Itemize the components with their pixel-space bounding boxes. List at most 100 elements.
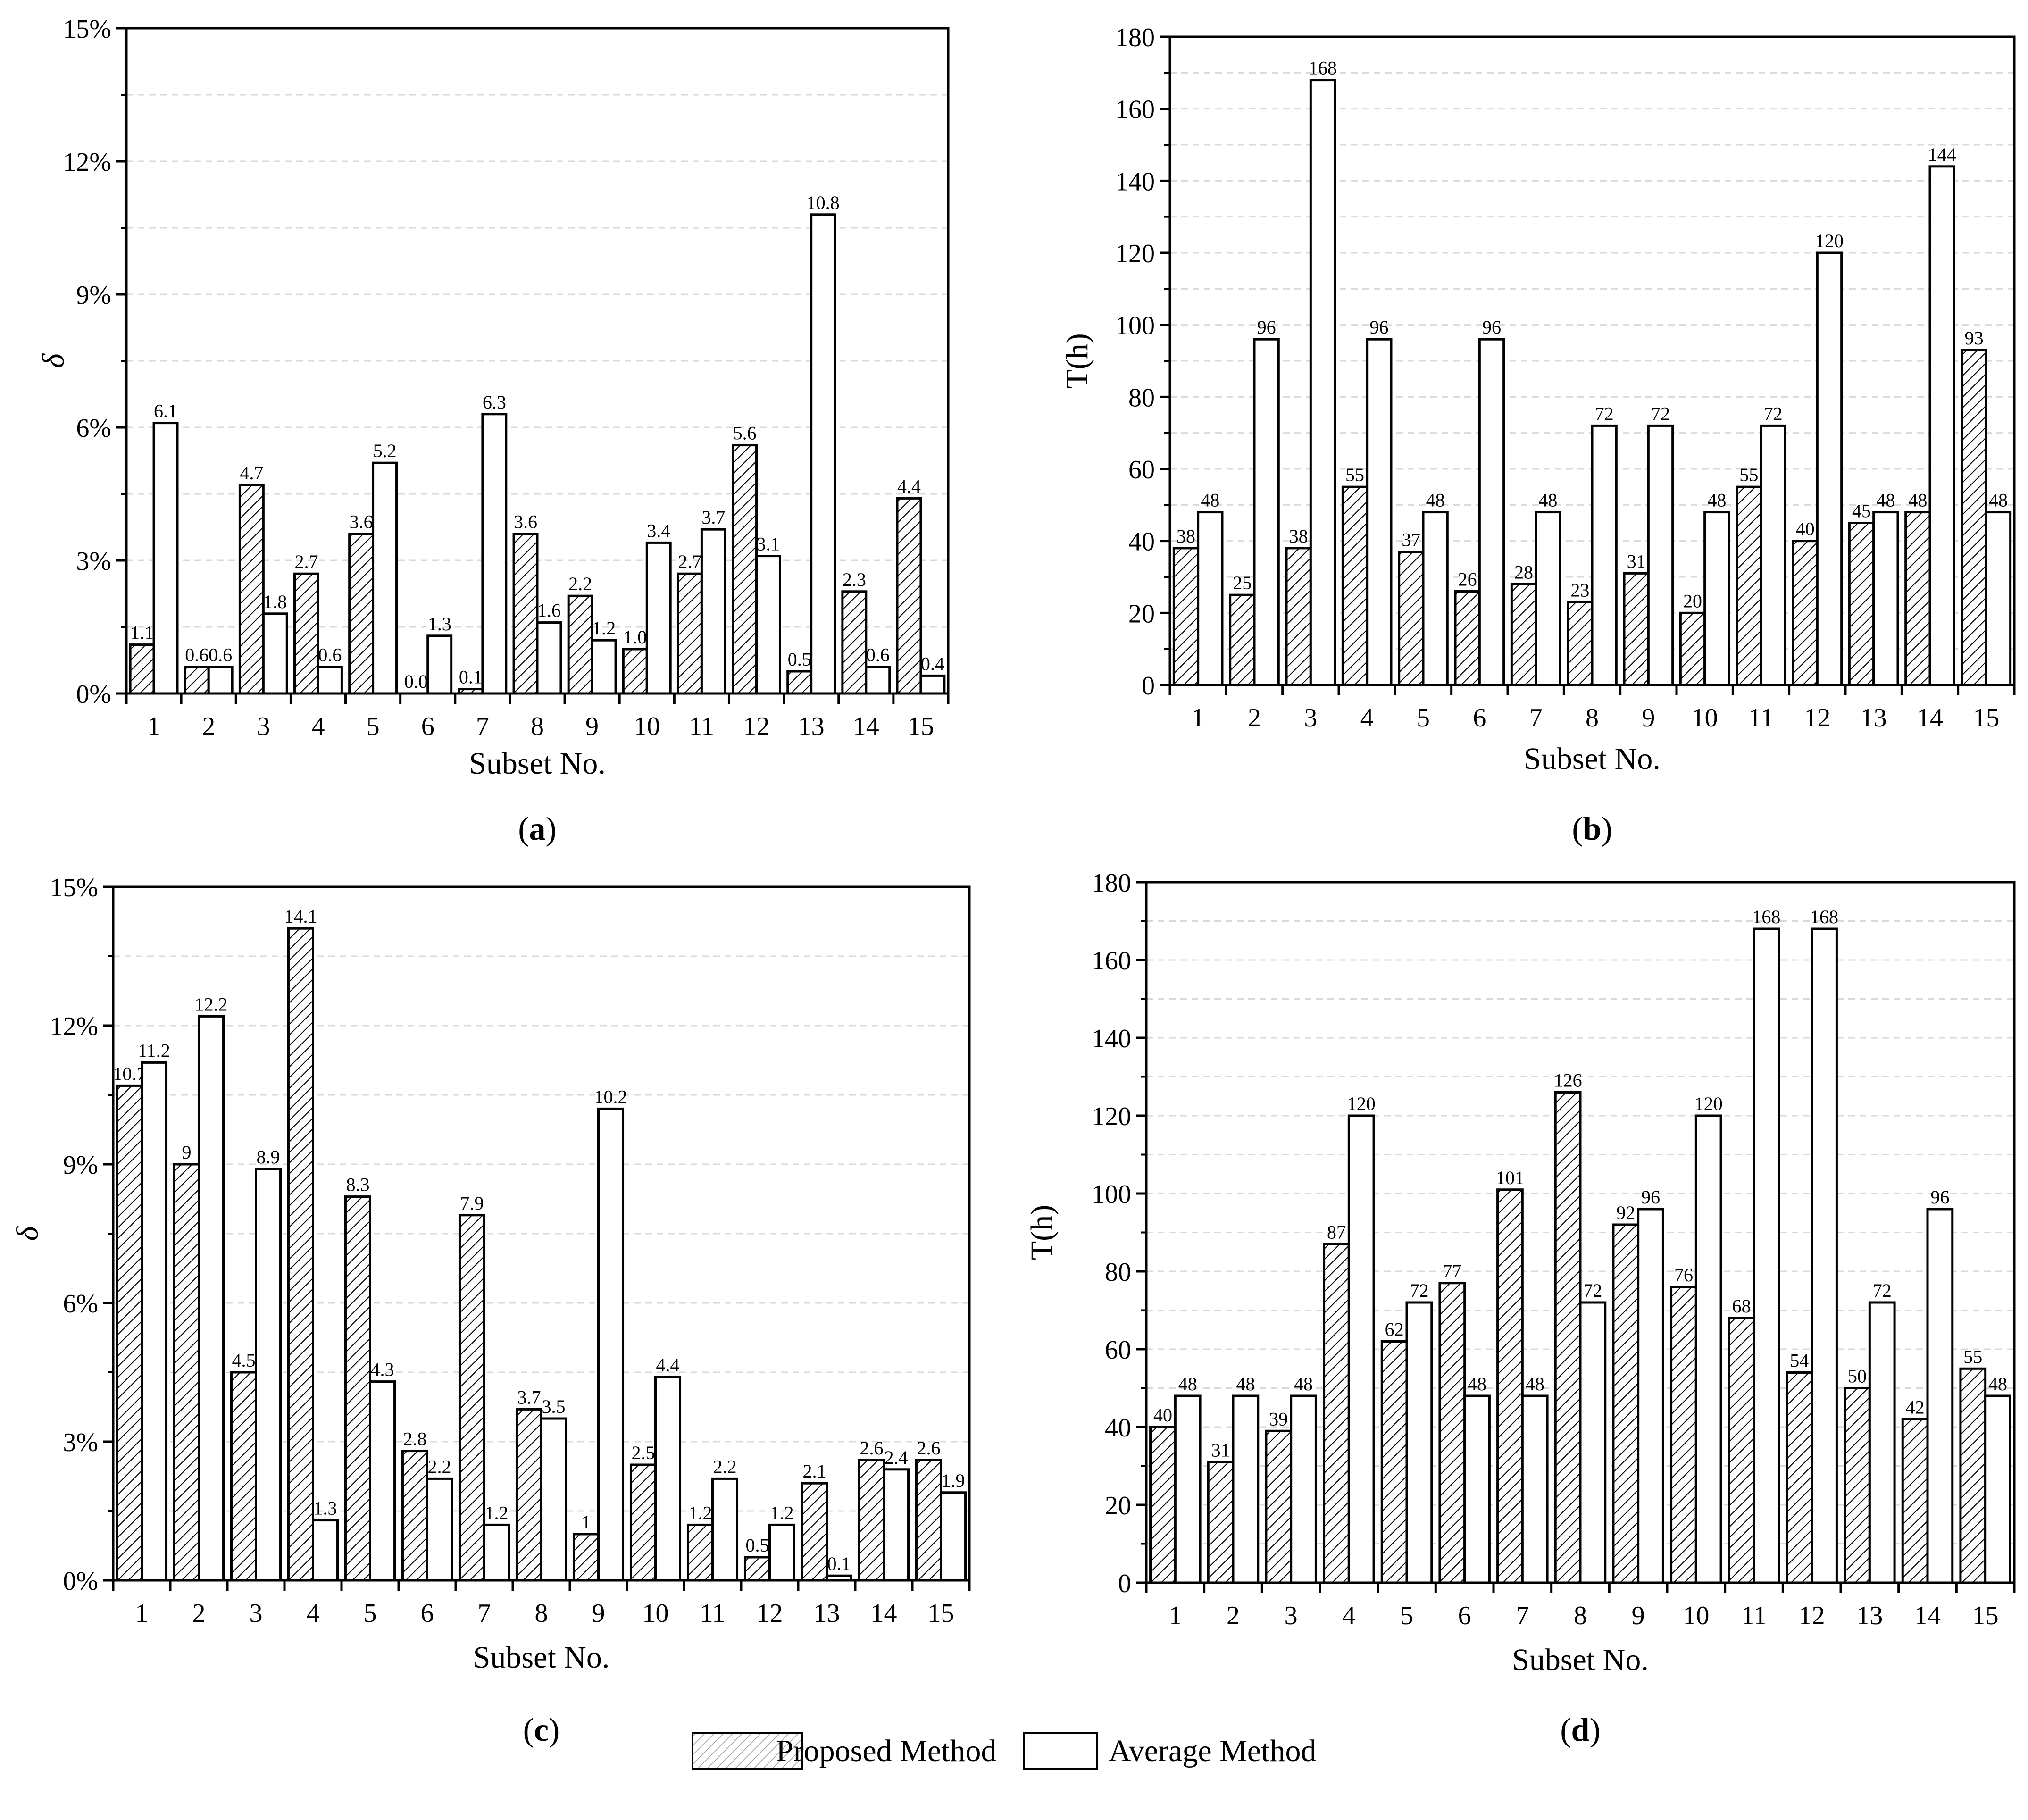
bar-proposed-10 <box>622 648 648 695</box>
bar-proposed-1 <box>116 1084 143 1582</box>
bar-average-1 <box>141 1061 168 1582</box>
y-tick-label: 80 <box>1105 1258 1131 1287</box>
label-average-6: 96 <box>1482 317 1501 338</box>
bar-proposed-11 <box>1728 1317 1755 1584</box>
bar-average-5 <box>1405 1301 1433 1584</box>
panel-label-a: (a) <box>518 811 557 847</box>
label-average-6: 1.3 <box>428 613 451 634</box>
y-tick-label: 160 <box>1115 95 1155 125</box>
bar-average-14 <box>1928 165 1955 686</box>
panel-a-chart: 1.1 0.6 4.7 2.7 3.6 0.0 0.1 3.6 2.2 1.0 2.7 5.6 0.5 2… <box>36 15 950 847</box>
label-proposed-13: 50 <box>1848 1366 1867 1387</box>
x-tick-label-12: 12 <box>1804 703 1830 733</box>
label-average-14: 0.6 <box>866 644 890 666</box>
x-tick-label-9: 9 <box>1632 1601 1645 1630</box>
label-average-13: 10.8 <box>807 192 840 213</box>
label-proposed-2: 25 <box>1233 572 1252 593</box>
x-tick-label-10: 10 <box>634 712 660 741</box>
label-average-10: 120 <box>1694 1093 1723 1114</box>
bar-average-5 <box>1422 511 1449 686</box>
label-average-2: 0.6 <box>209 644 232 666</box>
legend-proposed-swatch <box>692 1732 803 1770</box>
bar-proposed-14 <box>841 590 868 695</box>
label-proposed-5: 3.6 <box>350 511 373 533</box>
bar-proposed-5 <box>1398 551 1425 686</box>
y-tick-label: 9% <box>76 281 111 310</box>
bar-proposed-5 <box>344 1195 371 1582</box>
label-average-10: 4.4 <box>656 1354 680 1376</box>
x-tick-label-2: 2 <box>1248 703 1261 733</box>
x-tick-label-2: 2 <box>192 1599 206 1628</box>
x-tick-label-5: 5 <box>1400 1601 1413 1630</box>
x-tick-label-8: 8 <box>1586 703 1599 733</box>
y-tick-label: 0% <box>63 1567 98 1596</box>
bar-average-11 <box>711 1477 739 1582</box>
label-average-4: 0.6 <box>318 644 342 666</box>
x-tick-label-5: 5 <box>367 712 380 741</box>
x-tick-label-7: 7 <box>476 712 489 741</box>
bar-average-12 <box>755 555 781 695</box>
y-axis-title: δ <box>36 353 71 368</box>
label-average-2: 96 <box>1257 317 1276 338</box>
y-tick-label: 15% <box>63 15 111 44</box>
label-proposed-8: 3.7 <box>517 1386 541 1408</box>
label-average-5: 48 <box>1426 490 1445 511</box>
y-axis-title: T(h) <box>1025 1205 1059 1260</box>
label-proposed-1: 1.1 <box>130 622 154 643</box>
x-tick-label-15: 15 <box>1972 1601 1999 1630</box>
bar-average-7 <box>483 1523 510 1582</box>
label-proposed-4: 14.1 <box>284 906 317 927</box>
label-average-9: 1.2 <box>592 618 616 639</box>
label-average-12: 168 <box>1810 906 1838 927</box>
bar-average-15 <box>940 1491 967 1582</box>
x-tick-label-14: 14 <box>853 712 879 741</box>
label-proposed-6: 2.8 <box>403 1428 426 1450</box>
label-average-5: 4.3 <box>371 1359 394 1380</box>
label-average-14: 2.4 <box>885 1447 908 1468</box>
x-tick-label-2: 2 <box>1227 1601 1240 1630</box>
y-tick-label: 80 <box>1128 383 1155 412</box>
y-tick-label: 0 <box>1118 1569 1131 1598</box>
label-average-11: 72 <box>1764 403 1783 424</box>
y-axis-title: δ <box>10 1226 45 1241</box>
bar-average-14 <box>883 1468 910 1582</box>
bar-average-13 <box>1872 511 1899 686</box>
x-tick-label-1: 1 <box>135 1599 149 1628</box>
label-proposed-15: 4.4 <box>897 476 921 497</box>
bar-proposed-8 <box>1567 601 1594 686</box>
y-tick-label: 140 <box>1115 167 1155 196</box>
bar-proposed-9 <box>567 594 593 695</box>
x-tick-label-8: 8 <box>1574 1601 1587 1630</box>
bar-proposed-4 <box>1323 1243 1350 1584</box>
bar-proposed-6 <box>401 1450 428 1582</box>
bar-proposed-11 <box>686 1523 714 1582</box>
y-tick-label: 120 <box>1115 239 1155 268</box>
bar-average-4 <box>312 1519 339 1582</box>
label-average-7: 6.3 <box>483 392 506 413</box>
x-tick-label-14: 14 <box>1917 703 1943 733</box>
bar-average-14 <box>865 666 891 695</box>
x-tick-label-5: 5 <box>364 1599 377 1628</box>
bar-average-1 <box>1197 511 1224 686</box>
label-proposed-15: 55 <box>1963 1346 1982 1367</box>
x-tick-label-3: 3 <box>250 1599 263 1628</box>
x-tick-label-10: 10 <box>1683 1601 1709 1630</box>
label-average-3: 168 <box>1309 58 1337 79</box>
label-proposed-10: 20 <box>1683 590 1702 611</box>
x-tick-label-7: 7 <box>1529 703 1543 733</box>
label-proposed-11: 1.2 <box>688 1502 712 1523</box>
bar-proposed-13 <box>801 1482 828 1582</box>
y-tick-label: 20 <box>1128 599 1155 628</box>
bar-proposed-10 <box>1679 611 1706 686</box>
y-tick-label: 12% <box>50 1012 98 1041</box>
x-tick-label-6: 6 <box>421 1599 434 1628</box>
bar-average-15 <box>1985 511 2012 686</box>
bar-average-3 <box>262 612 288 695</box>
bar-proposed-10 <box>1670 1286 1697 1584</box>
label-proposed-7: 7.9 <box>460 1193 484 1214</box>
x-tick-label-13: 13 <box>1856 1601 1883 1630</box>
bar-average-11 <box>1760 424 1786 686</box>
x-tick-label-13: 13 <box>814 1599 840 1628</box>
bar-proposed-4 <box>1341 485 1369 686</box>
label-average-4: 96 <box>1369 317 1388 338</box>
